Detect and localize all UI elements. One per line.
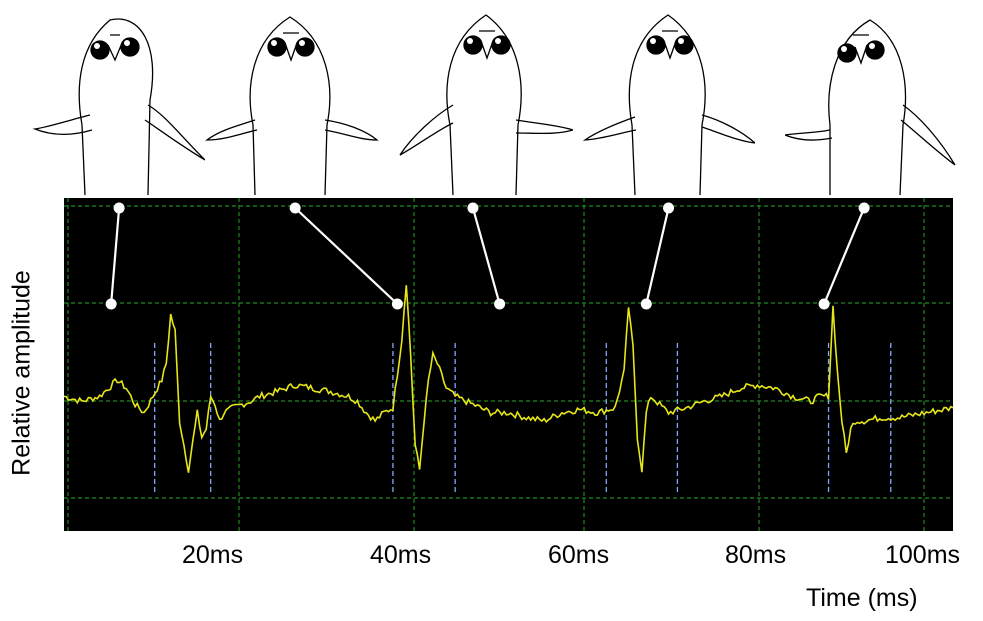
x-tick-label: 80ms bbox=[725, 541, 787, 569]
y-axis-label: Relative amplitude bbox=[0, 248, 44, 498]
signal-trace bbox=[64, 285, 953, 473]
fish-drawing-5 bbox=[785, 5, 960, 195]
chart-area bbox=[64, 198, 953, 531]
y-axis-label-text: Relative amplitude bbox=[7, 270, 36, 476]
fish-drawing-1 bbox=[30, 5, 205, 195]
pectoral-fin-angle-lines bbox=[105, 202, 870, 310]
fish-drawing-3 bbox=[398, 5, 573, 195]
fin-angle-point-4-bottom bbox=[640, 298, 652, 310]
x-tick-label: 40ms bbox=[370, 541, 432, 569]
fish-drawing-4 bbox=[580, 5, 755, 195]
fin-angle-line-1 bbox=[110, 207, 121, 305]
fin-angle-point-2-top bbox=[289, 202, 301, 214]
fin-angle-point-3-top bbox=[467, 202, 479, 214]
fin-angle-line-5 bbox=[823, 207, 866, 305]
fin-angle-line-2 bbox=[294, 207, 399, 305]
fin-angle-point-2-bottom bbox=[391, 298, 403, 310]
marker-lines bbox=[154, 343, 892, 493]
chart-background bbox=[64, 198, 953, 531]
fish-drawing-2 bbox=[205, 5, 380, 195]
fin-angle-point-5-top bbox=[858, 202, 870, 214]
fin-angle-point-1-bottom bbox=[105, 298, 117, 310]
fin-angle-point-4-top bbox=[663, 202, 675, 214]
fin-angle-line-4 bbox=[645, 207, 670, 305]
x-axis-label: Time (ms) bbox=[806, 584, 918, 612]
fin-angle-point-1-top bbox=[113, 202, 125, 214]
fin-angle-line-3 bbox=[471, 207, 501, 305]
x-tick-label: 60ms bbox=[548, 541, 610, 569]
fin-angle-point-5-bottom bbox=[818, 298, 830, 310]
x-tick-label: 100ms bbox=[885, 541, 961, 569]
x-tick-label: 20ms bbox=[182, 541, 244, 569]
fin-angle-point-3-bottom bbox=[494, 298, 506, 310]
